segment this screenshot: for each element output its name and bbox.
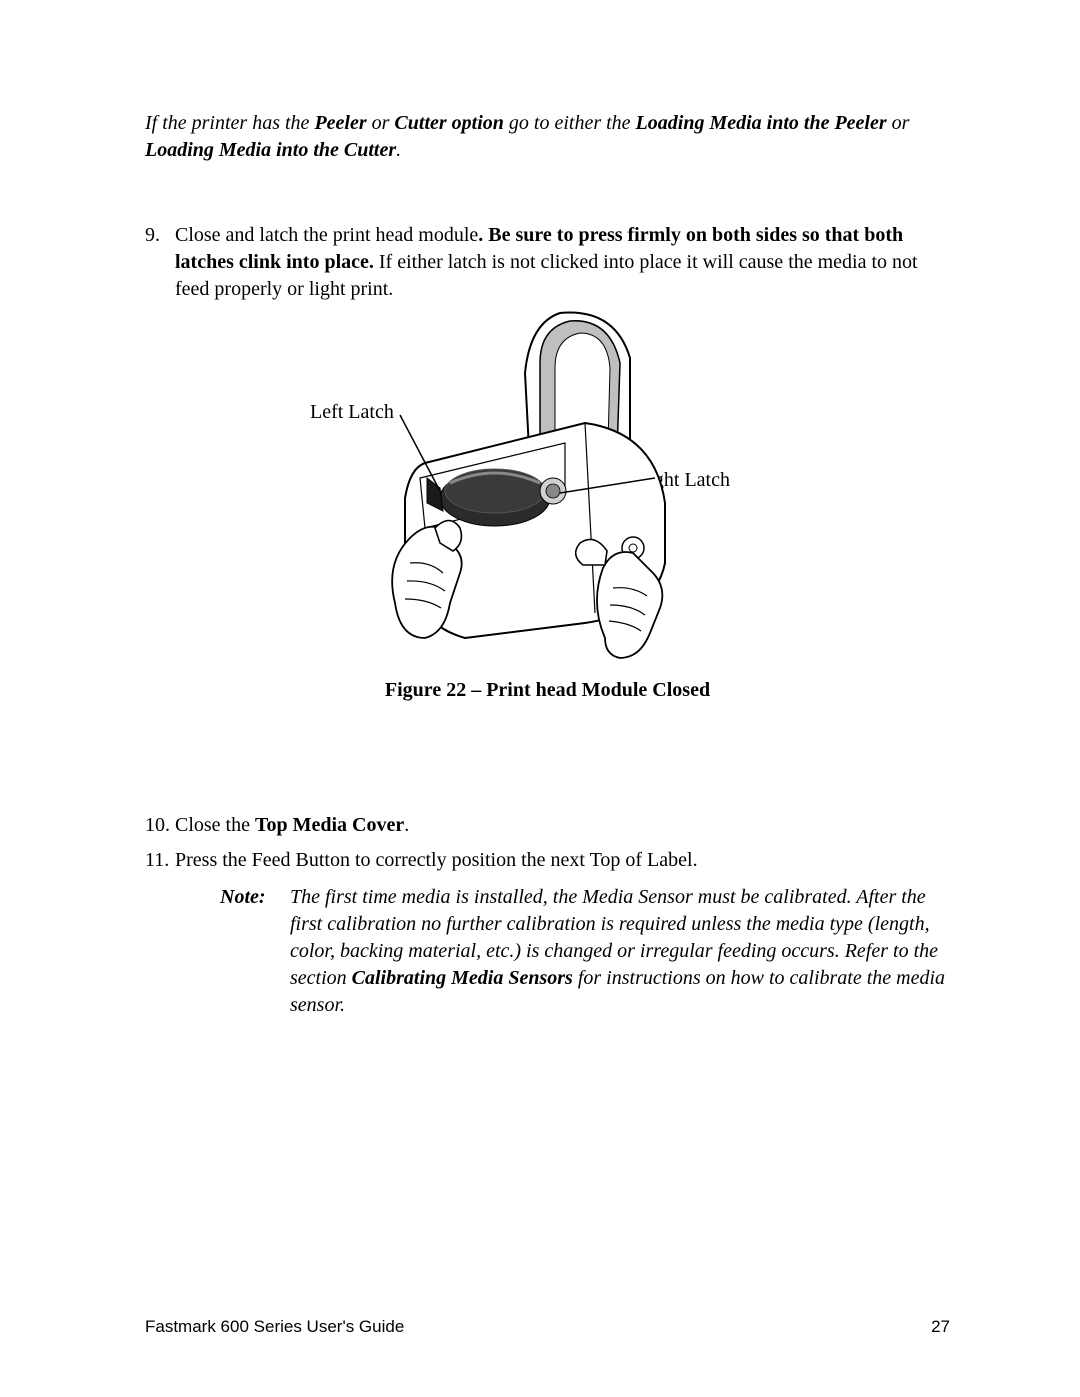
intro-b3: Loading Media into the Peeler — [636, 112, 887, 134]
item10-b1: Top Media Cover — [255, 814, 404, 836]
printer-illustration — [355, 303, 755, 663]
footer-page: 27 — [931, 1317, 950, 1337]
intro-b1: Peeler — [314, 112, 366, 134]
note-b1: Calibrating Media Sensors — [352, 967, 573, 989]
item10-t2: . — [404, 814, 409, 836]
item9-t1: Close and latch the print head module — [175, 224, 478, 246]
item11-body: Press the Feed Button to correctly posit… — [175, 847, 950, 1019]
footer-title: Fastmark 600 Series User's Guide — [145, 1317, 404, 1337]
figure-caption: Figure 22 – Print head Module Closed — [145, 679, 950, 702]
intro-paragraph: If the printer has the Peeler or Cutter … — [145, 110, 950, 164]
intro-mid3: or — [887, 112, 910, 134]
item10-body: Close the Top Media Cover. — [175, 812, 950, 839]
item9-num: 9. — [145, 222, 175, 303]
intro-post: . — [396, 139, 401, 161]
note-body: The first time media is installed, the M… — [290, 884, 950, 1019]
note-label: Note: — [220, 884, 290, 1019]
page-footer: Fastmark 600 Series User's Guide 27 — [145, 1317, 950, 1337]
list-item-9: 9. Close and latch the print head module… — [145, 222, 950, 303]
intro-mid1: or — [367, 112, 395, 134]
figure-22-wrap: Left Latch Right Latch — [145, 313, 950, 673]
intro-b2: Cutter option — [394, 112, 503, 134]
intro-mid2: go to either the — [504, 112, 636, 134]
list-item-11: 11. Press the Feed Button to correctly p… — [145, 847, 950, 1019]
item11-t1: Press the Feed Button to correctly posit… — [175, 849, 698, 871]
list-item-10: 10. Close the Top Media Cover. — [145, 812, 950, 839]
note-row: Note: The first time media is installed,… — [175, 884, 950, 1019]
item10-t1: Close the — [175, 814, 255, 836]
item11-num: 11. — [145, 847, 175, 1019]
item10-num: 10. — [145, 812, 175, 839]
intro-b4: Loading Media into the Cutter — [145, 139, 396, 161]
intro-pre: If the printer has the — [145, 112, 314, 134]
item9-body: Close and latch the print head module. B… — [175, 222, 950, 303]
